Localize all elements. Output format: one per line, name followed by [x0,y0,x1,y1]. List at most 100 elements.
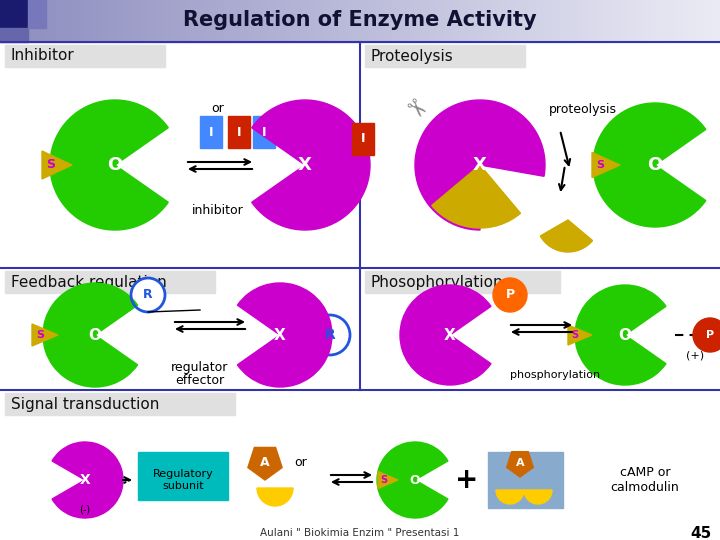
Bar [53,0,54,42]
Wedge shape [400,285,491,385]
Bar [698,0,699,42]
Bar [232,0,233,42]
Bar [681,0,682,42]
Text: Regulatory
subunit: Regulatory subunit [153,469,213,491]
Bar [254,0,255,42]
Bar [560,0,561,42]
Bar [584,0,585,42]
Bar [588,0,589,42]
Bar [532,0,533,42]
Bar [519,0,520,42]
Bar [581,0,582,42]
Bar [318,0,319,42]
Bar [565,0,566,42]
Bar [605,0,606,42]
Text: (+): (+) [686,350,704,360]
Bar [66,0,67,42]
Circle shape [493,278,527,312]
Bar [533,0,534,42]
Text: Signal transduction: Signal transduction [11,396,159,411]
Bar [676,0,677,42]
Bar [5,45,165,67]
Bar [130,0,131,42]
Text: 45: 45 [690,525,712,540]
Bar [391,0,392,42]
Bar [518,0,519,42]
Bar [656,0,657,42]
Bar [499,0,500,42]
Bar [201,0,202,42]
Bar [460,0,461,42]
Bar [421,0,422,42]
Bar [719,0,720,42]
Bar [59,0,60,42]
Bar [365,0,366,42]
Bar [367,0,368,42]
Bar [700,0,701,42]
Bar [55,0,56,42]
Bar [270,0,271,42]
Bar [429,0,430,42]
Bar [614,0,615,42]
Bar [578,0,579,42]
Bar [97,0,98,42]
Bar [383,0,384,42]
Bar [547,0,548,42]
Bar [713,0,714,42]
Bar [659,0,660,42]
Bar [262,0,263,42]
Bar [73,0,74,42]
Bar [597,0,598,42]
Bar [211,0,212,42]
Bar [528,0,529,42]
Bar [272,0,273,42]
Bar [9,0,10,42]
Bar [434,0,435,42]
Bar [440,0,441,42]
Bar [650,0,651,42]
Bar [365,271,560,293]
Bar [237,0,238,42]
Bar [585,456,705,508]
Bar [711,0,712,42]
Bar [205,0,206,42]
Bar [603,0,604,42]
Bar [384,0,385,42]
Bar [303,0,304,42]
Bar [715,0,716,42]
Bar [517,0,518,42]
Bar [389,0,390,42]
Bar [388,0,389,42]
Bar [264,0,265,42]
Bar [690,0,691,42]
Bar [446,0,447,42]
Bar [332,0,333,42]
Bar [31,0,32,42]
Bar [277,0,278,42]
Bar [381,0,382,42]
Bar [115,0,116,42]
Bar [129,0,130,42]
Bar [275,0,276,42]
Bar [307,0,308,42]
Bar [488,0,489,42]
Bar [444,0,445,42]
Bar [539,0,540,42]
Bar [148,0,149,42]
Bar [399,0,400,42]
Bar [544,0,545,42]
Bar [354,0,355,42]
Bar [71,0,72,42]
Bar [5,0,6,42]
Bar [162,0,163,42]
Bar [38,0,39,42]
Wedge shape [593,103,706,227]
Bar [443,0,444,42]
Bar [615,0,616,42]
Bar [677,0,678,42]
Bar [6,0,7,42]
Bar [709,0,710,42]
Bar [368,0,369,42]
Bar [127,0,128,42]
Bar [137,0,138,42]
